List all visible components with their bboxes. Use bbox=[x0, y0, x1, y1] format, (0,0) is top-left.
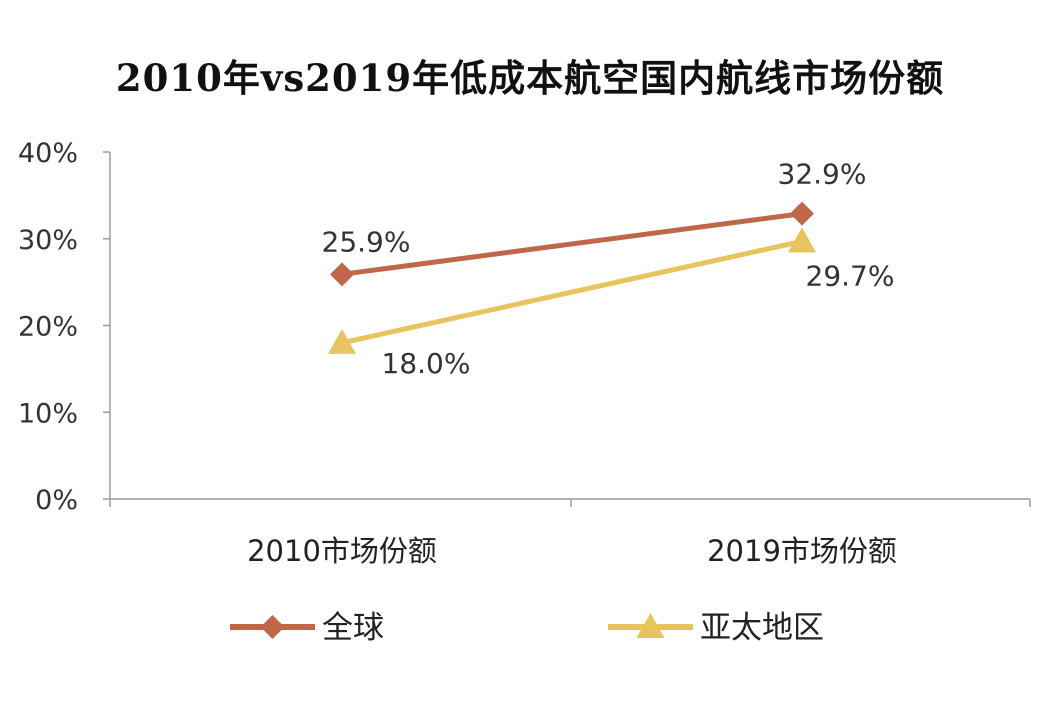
x-tick-label: 2019市场份额 bbox=[707, 534, 897, 568]
series-line-1 bbox=[339, 211, 805, 277]
y-tick-label: 30% bbox=[18, 225, 78, 256]
y-tick-label: 20% bbox=[18, 312, 78, 343]
data-point-marker bbox=[330, 262, 354, 287]
series-line-2 bbox=[339, 238, 805, 346]
y-tick-label: 10% bbox=[18, 398, 78, 429]
legend-swatch-marker bbox=[260, 615, 285, 639]
data-label: 18.0% bbox=[382, 347, 471, 380]
data-point-marker bbox=[790, 201, 814, 226]
legend-swatch-marker bbox=[636, 613, 665, 638]
x-tick-label: 2010市场份额 bbox=[247, 534, 437, 568]
data-point-marker bbox=[788, 227, 816, 253]
chart-title: 2010年vs2019年低成本航空国内航线市场份额 bbox=[115, 56, 945, 100]
data-point-marker bbox=[328, 328, 356, 354]
legend-label: 亚太地区 bbox=[700, 610, 824, 646]
data-label: 25.9% bbox=[322, 225, 411, 258]
data-label: 32.9% bbox=[778, 158, 867, 191]
y-tick-label: 40% bbox=[18, 138, 78, 169]
data-label: 29.7% bbox=[806, 259, 895, 292]
legend-label: 全球 bbox=[322, 610, 384, 646]
y-tick-label: 0% bbox=[35, 485, 78, 516]
